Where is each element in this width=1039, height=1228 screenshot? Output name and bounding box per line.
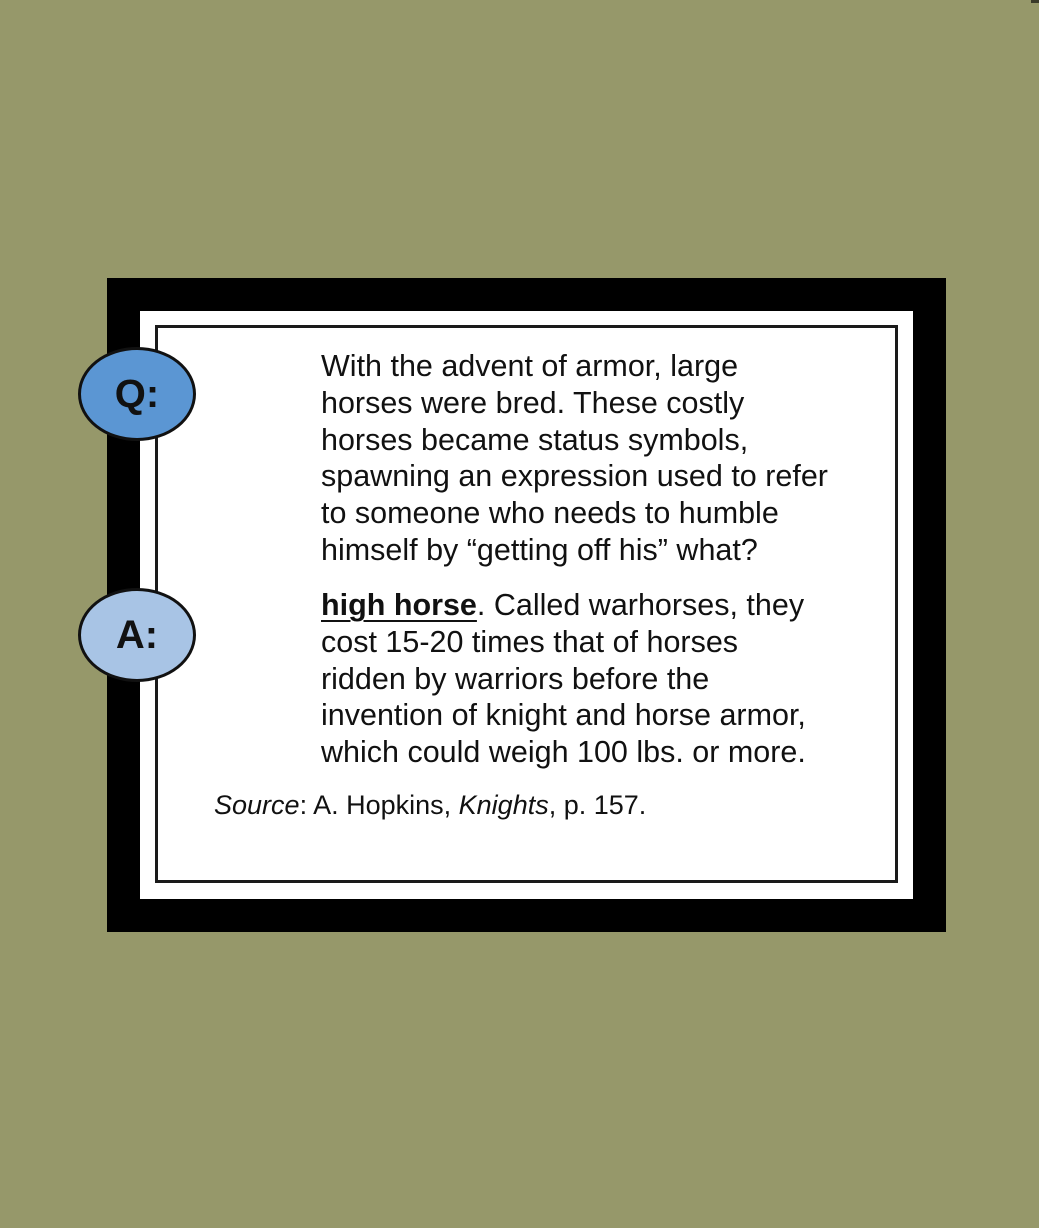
answer-term: high horse [321, 588, 477, 622]
answer-line: which could weigh 100 lbs. or more. [321, 735, 806, 770]
source-citation: Source: A. Hopkins, Knights, p. 157. [214, 789, 646, 821]
question-badge-label: Q: [114, 371, 160, 416]
question-line: With the advent of armor, large [321, 349, 739, 383]
answer-badge: A: [78, 588, 196, 682]
question-badge: Q: [78, 347, 196, 441]
source-page: , p. 157. [548, 790, 647, 820]
trivia-card [140, 311, 913, 899]
question-text: With the advent of armor, large horses w… [321, 348, 901, 569]
answer-badge-label: A: [115, 612, 159, 657]
answer-first-line-rest: . Called warhorses, they [476, 588, 805, 622]
source-separator: : [299, 790, 308, 820]
source-label: Source [214, 790, 300, 820]
source-title: Knights [458, 790, 549, 820]
question-line: horses were bred. These costly [321, 385, 745, 420]
answer-first-line: high horse. Called warhorses, they [321, 587, 901, 624]
answer-line: ridden by warriors before the [321, 661, 710, 696]
trivia-card-frame [107, 278, 946, 932]
corner-mark [1031, 0, 1039, 3]
question-line: to someone who needs to humble [321, 496, 779, 531]
source-author: A. Hopkins, [307, 790, 459, 820]
answer-line: cost 15-20 times that of horses [321, 624, 739, 659]
answer-text: high horse. Called warhorses, they cost … [321, 587, 901, 771]
answer-line: invention of knight and horse armor, [321, 698, 806, 733]
question-line: horses became status symbols, [321, 422, 749, 457]
question-line: spawning an expression used to refer [321, 459, 828, 494]
question-line: himself by “getting off his” what? [321, 532, 758, 567]
